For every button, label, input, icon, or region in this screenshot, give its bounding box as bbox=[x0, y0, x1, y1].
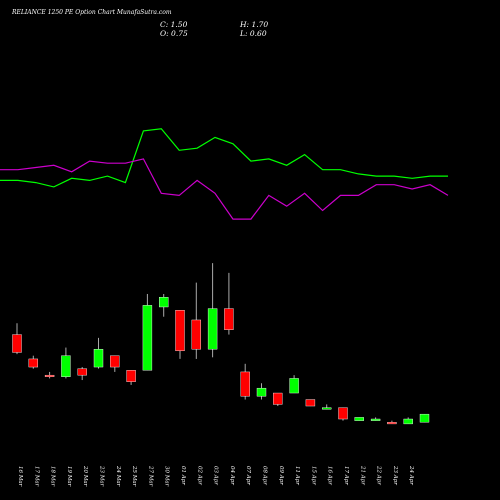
x-tick-label: 24 Apr bbox=[408, 465, 414, 485]
indicator-line-magenta bbox=[0, 158, 449, 220]
x-tick-label: 22 Apr bbox=[376, 465, 382, 485]
candle-body bbox=[12, 334, 22, 353]
candle-body bbox=[191, 319, 202, 350]
x-tick-label: 19 Mar bbox=[66, 466, 72, 487]
candle-body bbox=[403, 418, 413, 425]
chart-title: RELIANCE 1250 PE Option Chart MunafaSutr… bbox=[12, 9, 172, 16]
candle-body bbox=[126, 370, 136, 382]
x-tick-label: 11 Apr bbox=[294, 466, 300, 485]
x-tick-label: 18 Mar bbox=[50, 466, 56, 487]
low-value: L: 0.60 bbox=[240, 29, 267, 38]
candle-body bbox=[240, 371, 250, 397]
x-tick-label: 02 Apr bbox=[196, 466, 202, 485]
candle-body bbox=[305, 399, 316, 407]
candle-body bbox=[77, 368, 87, 376]
candle-body bbox=[175, 310, 185, 352]
candle-body bbox=[338, 407, 348, 420]
x-tick-label: 23 Mar bbox=[99, 465, 105, 487]
open-value: O: 0.75 bbox=[160, 29, 188, 38]
candle-body bbox=[224, 308, 234, 330]
candle-body bbox=[61, 355, 71, 377]
x-tick-label: 25 Mar bbox=[131, 465, 137, 487]
candle-body bbox=[289, 378, 299, 394]
high-value: H: 1.70 bbox=[240, 20, 269, 29]
candle-body bbox=[419, 413, 430, 423]
x-tick-label: 15 Apr bbox=[310, 466, 316, 485]
candle-body bbox=[207, 308, 218, 350]
x-tick-label: 01 Apr bbox=[180, 466, 186, 485]
candle-body bbox=[387, 422, 397, 425]
candle-body bbox=[93, 348, 104, 368]
x-tick-label: 08 Apr bbox=[262, 466, 268, 485]
x-tick-label: 27 Mar bbox=[147, 465, 153, 487]
candle-body bbox=[142, 305, 153, 371]
x-tick-label: 09 Apr bbox=[278, 466, 284, 485]
x-tick-label: 16 Mar bbox=[17, 466, 23, 487]
candle-body bbox=[273, 392, 283, 405]
candle-body bbox=[354, 417, 364, 421]
x-tick-label: 20 Mar bbox=[82, 465, 88, 487]
x-tick-label: 23 Apr bbox=[392, 465, 398, 485]
indicator-line-green bbox=[0, 128, 448, 188]
x-tick-label: 16 Apr bbox=[327, 466, 333, 485]
x-tick-label: 04 Apr bbox=[229, 466, 235, 485]
candle-body bbox=[256, 387, 267, 397]
candle-body bbox=[28, 358, 38, 368]
x-tick-label: 21 Apr bbox=[359, 465, 365, 485]
x-tick-label: 07 Apr bbox=[245, 466, 251, 485]
x-tick-label: 03 Apr bbox=[213, 466, 219, 485]
close-value: C: 1.50 bbox=[160, 20, 188, 29]
x-tick-label: 17 Apr bbox=[343, 466, 349, 485]
candle-body bbox=[370, 418, 381, 421]
x-tick-label: 24 Mar bbox=[115, 465, 121, 487]
candle-body bbox=[322, 407, 332, 410]
candle-body bbox=[158, 297, 169, 308]
x-tick-label: 17 Mar bbox=[33, 466, 39, 487]
x-tick-label: 30 Mar bbox=[164, 466, 170, 487]
candle-body bbox=[110, 355, 120, 368]
candle-body bbox=[44, 374, 55, 377]
